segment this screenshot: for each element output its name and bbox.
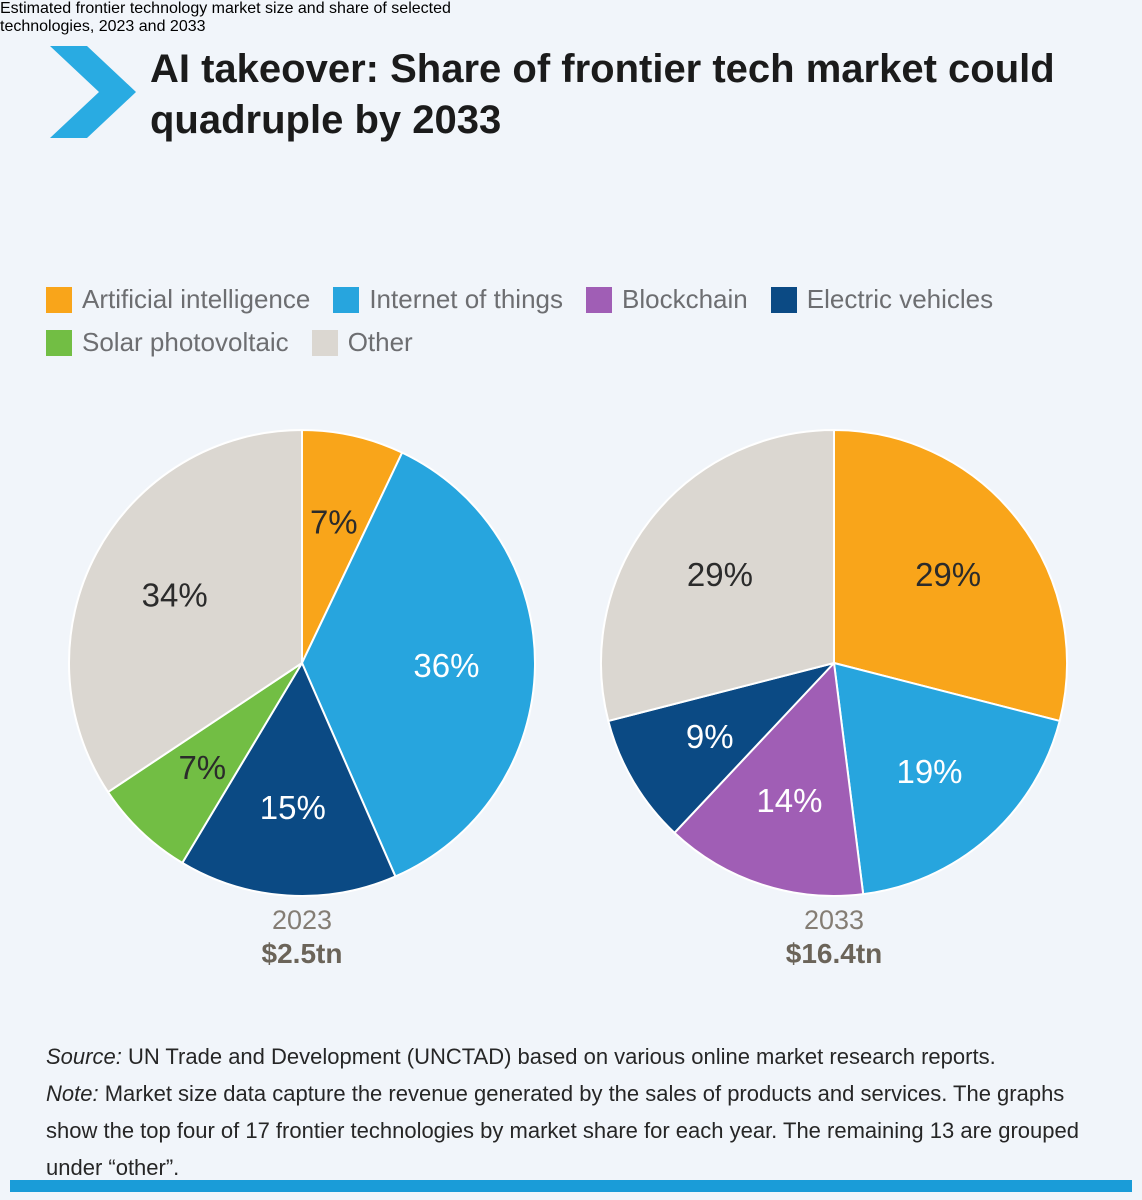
page-title-line1: AI takeover: Share of frontier tech mark…: [150, 47, 1055, 91]
legend-swatch-icon: [46, 329, 72, 356]
source-label: Source:: [46, 1044, 122, 1069]
note-line: Note: Market size data capture the reven…: [46, 1075, 1100, 1186]
legend-swatch-icon: [311, 329, 338, 356]
pie-year-label: 2033: [803, 905, 865, 935]
pie-slice-other: [68, 429, 303, 794]
pie-slice-internet-of-things: [833, 662, 1061, 896]
pie-slice-value-label: 14%: [756, 782, 822, 819]
pie-slice-value-label: 34%: [142, 576, 208, 613]
pie-slice-internet-of-things: [301, 451, 536, 878]
pie-chart-2023: 7% 36% 15% 7% 34%: [68, 429, 536, 897]
pie-year-label: 2023: [271, 905, 333, 935]
legend-row: Artificial intelligence Internet of thing…: [46, 284, 1046, 315]
pie-slice-value-label: 29%: [915, 556, 981, 593]
pie-slice-value-label: 9%: [686, 718, 734, 755]
pie-caption-2033: 2033 $16.4tn: [599, 904, 1069, 971]
pie-slice-value-label: 15%: [260, 789, 326, 826]
pie-slice-value-label: 19%: [896, 753, 962, 790]
pie-slice-value-label: 7%: [178, 749, 226, 786]
pie-total-value: $2.5tn: [261, 938, 343, 969]
chart-subtitle-line2: technologies, 2023 and 2033: [0, 18, 206, 35]
chart-subtitle-line1: Estimated frontier technology market siz…: [0, 0, 451, 17]
legend-swatch-icon: [770, 286, 797, 313]
source-text: UN Trade and Development (UNCTAD) based …: [121, 1044, 996, 1069]
legend-item-internet-of-things: Internet of things: [333, 284, 563, 315]
legend-label: Solar photovoltaic: [82, 327, 289, 357]
footer-notes: Source: UN Trade and Development (UNCTAD…: [46, 1038, 1100, 1186]
legend-label: Artificial intelligence: [82, 284, 311, 314]
pie-chart-2033: 29% 19% 14% 9% 29%: [600, 429, 1068, 897]
bottom-accent-bar: [10, 1180, 1132, 1192]
legend-swatch-icon: [586, 286, 613, 313]
pie-slice-solar-photovoltaic: [107, 662, 303, 864]
pie-slice-electric-vehicles: [607, 662, 835, 834]
legend-item-electric-vehicles: Electric vehicles: [770, 284, 994, 315]
legend-label: Internet of things: [369, 284, 564, 314]
pie-slice-other: [600, 429, 835, 722]
source-line: Source: UN Trade and Development (UNCTAD…: [46, 1038, 1100, 1075]
pie-slice-value-label: 36%: [413, 647, 479, 684]
page-title: AI takeover: Share of frontier tech mark…: [150, 44, 1110, 146]
pie-slice-artificial-intelligence: [833, 429, 1068, 722]
page-title-line2: quadruple by 2033: [150, 98, 502, 142]
legend: Artificial intelligence Internet of thing…: [46, 284, 1046, 358]
chevron-logo-icon: [50, 46, 136, 138]
legend-item-solar-photovoltaic: Solar photovoltaic: [46, 327, 289, 358]
pie-slice-artificial-intelligence: [301, 429, 404, 664]
legend-item-blockchain: Blockchain: [586, 284, 748, 315]
note-label: Note:: [46, 1081, 99, 1106]
legend-swatch-icon: [46, 286, 72, 313]
pie-slice-blockchain: [673, 662, 865, 897]
pie-slice-electric-vehicles: [181, 662, 397, 897]
legend-item-artificial-intelligence: Artificial intelligence: [46, 284, 310, 315]
legend-swatch-icon: [333, 286, 360, 313]
legend-item-other: Other: [311, 327, 413, 358]
legend-row: Solar photovoltaic Other: [46, 327, 1046, 358]
legend-label: Blockchain: [622, 284, 748, 314]
legend-label: Electric vehicles: [806, 284, 994, 314]
pie-caption-2023: 2023 $2.5tn: [67, 904, 537, 971]
pie-total-value: $16.4tn: [785, 938, 883, 969]
legend-label: Other: [347, 327, 413, 357]
note-text: Market size data capture the revenue gen…: [46, 1081, 1079, 1180]
pie-slice-value-label: 7%: [310, 504, 358, 541]
pie-slice-value-label: 29%: [687, 556, 753, 593]
